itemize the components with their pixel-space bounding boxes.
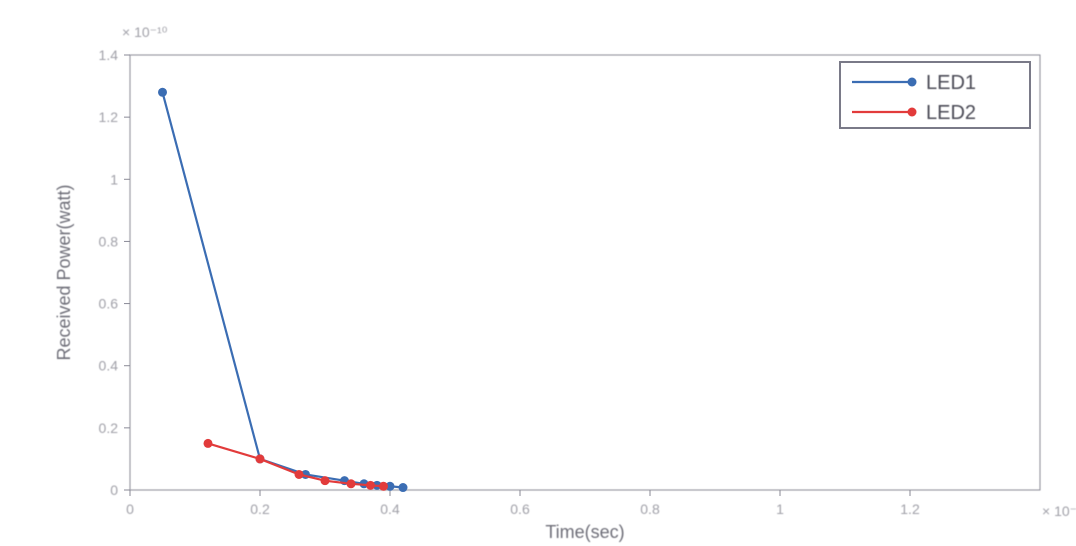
y-tick-label: 0.2 [99, 420, 119, 436]
series-marker-led1 [399, 483, 408, 492]
legend-label: LED1 [926, 72, 976, 94]
x-exponent: × 10⁻⁷ [1042, 503, 1076, 519]
series-marker-led2 [295, 470, 304, 479]
series-marker-led2 [256, 454, 265, 463]
series-line-led2 [208, 443, 384, 486]
x-tick-label: 1 [776, 501, 784, 517]
y-tick-label: 1.4 [99, 47, 119, 63]
x-tick-label: 1.2 [900, 501, 920, 517]
x-tick-label: 0.2 [250, 501, 270, 517]
y-tick-label: 1 [110, 171, 118, 187]
chart-svg: 00.20.40.60.811.200.20.40.60.811.21.4× 1… [0, 0, 1076, 546]
y-tick-label: 0 [110, 482, 118, 498]
y-tick-label: 0.4 [99, 358, 119, 374]
x-tick-label: 0.8 [640, 501, 660, 517]
legend-marker-led1 [908, 78, 917, 87]
series-marker-led2 [366, 481, 375, 490]
x-tick-label: 0.6 [510, 501, 530, 517]
series-marker-led2 [379, 482, 388, 491]
series-marker-led2 [347, 479, 356, 488]
legend-marker-led2 [908, 108, 917, 117]
series-marker-led2 [204, 439, 213, 448]
y-tick-label: 0.6 [99, 296, 119, 312]
y-tick-label: 0.8 [99, 233, 119, 249]
series-marker-led2 [321, 476, 330, 485]
y-exponent: × 10⁻¹⁰ [122, 24, 168, 40]
legend-label: LED2 [926, 102, 976, 124]
x-tick-label: 0 [126, 501, 134, 517]
y-axis-label: Received Power(watt) [54, 184, 74, 360]
series-marker-led1 [158, 88, 167, 97]
series-line-led1 [163, 92, 404, 487]
y-tick-label: 1.2 [99, 109, 119, 125]
received-power-chart: 00.20.40.60.811.200.20.40.60.811.21.4× 1… [0, 0, 1076, 546]
x-axis-label: Time(sec) [545, 522, 624, 542]
x-tick-label: 0.4 [380, 501, 400, 517]
